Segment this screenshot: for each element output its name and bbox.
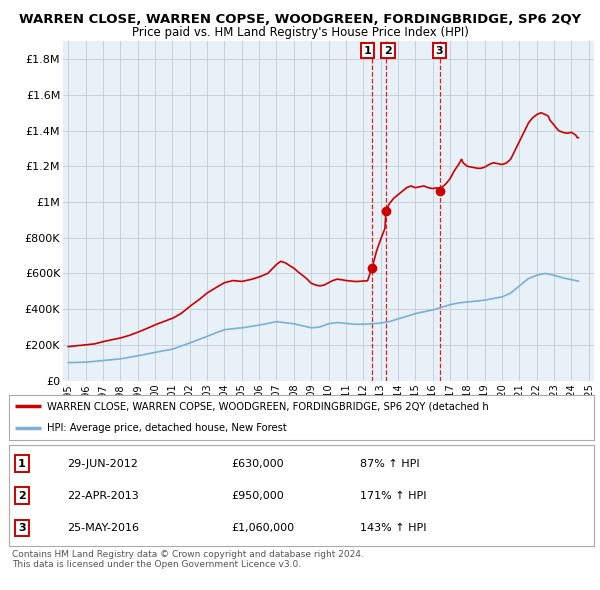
- Text: 1: 1: [364, 45, 371, 55]
- Text: 2: 2: [18, 491, 26, 500]
- Text: Contains HM Land Registry data © Crown copyright and database right 2024.
This d: Contains HM Land Registry data © Crown c…: [12, 550, 364, 569]
- Text: 87% ↑ HPI: 87% ↑ HPI: [360, 458, 419, 468]
- Text: 22-APR-2013: 22-APR-2013: [67, 491, 139, 500]
- Text: Price paid vs. HM Land Registry's House Price Index (HPI): Price paid vs. HM Land Registry's House …: [131, 26, 469, 39]
- Text: 2: 2: [384, 45, 392, 55]
- Text: 1: 1: [18, 458, 26, 468]
- Text: £630,000: £630,000: [232, 458, 284, 468]
- Text: 143% ↑ HPI: 143% ↑ HPI: [360, 523, 427, 533]
- Text: 3: 3: [436, 45, 443, 55]
- Text: 25-MAY-2016: 25-MAY-2016: [67, 523, 139, 533]
- Text: £950,000: £950,000: [232, 491, 284, 500]
- Text: HPI: Average price, detached house, New Forest: HPI: Average price, detached house, New …: [47, 424, 287, 434]
- Text: WARREN CLOSE, WARREN COPSE, WOODGREEN, FORDINGBRIDGE, SP6 2QY: WARREN CLOSE, WARREN COPSE, WOODGREEN, F…: [19, 13, 581, 26]
- Text: WARREN CLOSE, WARREN COPSE, WOODGREEN, FORDINGBRIDGE, SP6 2QY (detached h: WARREN CLOSE, WARREN COPSE, WOODGREEN, F…: [47, 401, 489, 411]
- Text: £1,060,000: £1,060,000: [232, 523, 295, 533]
- Text: 171% ↑ HPI: 171% ↑ HPI: [360, 491, 427, 500]
- Text: 3: 3: [18, 523, 26, 533]
- Text: 29-JUN-2012: 29-JUN-2012: [67, 458, 139, 468]
